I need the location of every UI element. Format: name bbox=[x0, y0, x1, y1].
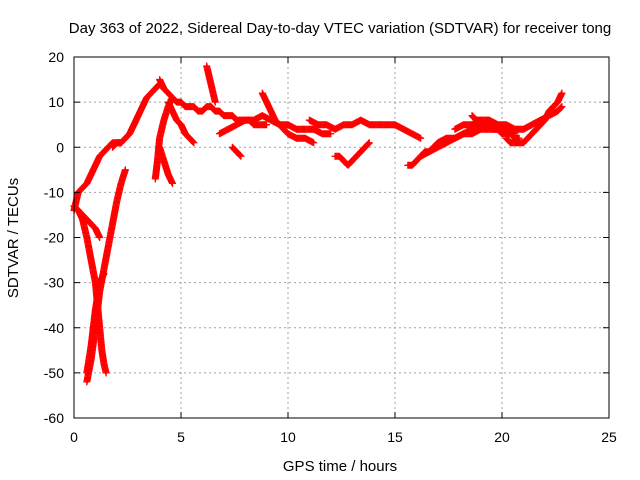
series-arc-i bbox=[156, 143, 176, 187]
data-point bbox=[100, 270, 108, 278]
x-tick-label: 25 bbox=[601, 429, 617, 445]
x-tick-label: 0 bbox=[70, 429, 78, 445]
series-arc-j bbox=[164, 98, 198, 147]
data-point bbox=[235, 151, 243, 159]
data-point bbox=[515, 134, 523, 142]
y-axis-ticks: -60 -50 -40 -30 -20 -10 0 10 20 bbox=[44, 49, 609, 426]
data-point bbox=[365, 139, 373, 147]
data-points bbox=[70, 62, 566, 386]
series-arc-k bbox=[203, 62, 219, 106]
data-point bbox=[365, 139, 373, 147]
y-tick-label: -40 bbox=[44, 320, 64, 336]
series-arc-m bbox=[228, 143, 245, 160]
data-point bbox=[190, 139, 198, 147]
y-tick-label: 20 bbox=[48, 49, 64, 65]
y-axis-label: SDTVAR / TECUs bbox=[5, 178, 22, 298]
y-tick-label: 10 bbox=[48, 94, 64, 110]
data-point bbox=[189, 138, 197, 146]
data-point bbox=[417, 134, 425, 142]
data-point bbox=[327, 130, 335, 138]
y-tick-label: 0 bbox=[56, 139, 64, 155]
data-point bbox=[310, 139, 318, 147]
series-arc-e bbox=[83, 270, 108, 377]
y-tick-label: -10 bbox=[44, 184, 64, 200]
grid bbox=[74, 57, 609, 418]
series-arc-t bbox=[502, 89, 566, 147]
data-point bbox=[121, 166, 129, 174]
data-point bbox=[558, 89, 566, 97]
data-point bbox=[237, 152, 245, 160]
y-tick-label: -20 bbox=[44, 230, 64, 246]
data-point bbox=[558, 103, 566, 111]
data-point bbox=[556, 104, 564, 112]
x-tick-label: 15 bbox=[387, 429, 403, 445]
data-point bbox=[263, 121, 271, 129]
data-point bbox=[168, 179, 176, 187]
series-arc-f bbox=[109, 80, 168, 151]
series-arc-o bbox=[305, 116, 425, 142]
x-axis-label: GPS time / hours bbox=[283, 458, 397, 475]
data-point bbox=[188, 137, 196, 145]
data-point bbox=[96, 234, 104, 241]
y-tick-label: -50 bbox=[44, 365, 64, 381]
x-tick-label: 20 bbox=[494, 429, 510, 445]
y-tick-label: -60 bbox=[44, 410, 64, 426]
series-arc-p bbox=[331, 139, 373, 169]
data-point bbox=[211, 98, 219, 106]
y-tick-label: -30 bbox=[44, 275, 64, 291]
chart-title: Day 363 of 2022, Sidereal Day-to-day VTE… bbox=[69, 20, 611, 37]
x-tick-label: 5 bbox=[177, 429, 185, 445]
data-point bbox=[102, 369, 110, 377]
series-arc-u bbox=[468, 112, 523, 142]
series-arc-n bbox=[258, 89, 318, 147]
data-point bbox=[236, 152, 244, 160]
data-point bbox=[557, 103, 565, 111]
x-tick-label: 10 bbox=[280, 429, 296, 445]
x-axis-ticks: 0 5 10 15 20 25 bbox=[70, 57, 617, 445]
data-point bbox=[364, 140, 372, 148]
